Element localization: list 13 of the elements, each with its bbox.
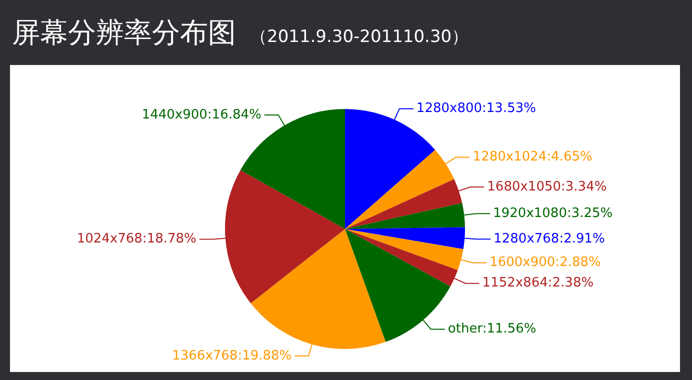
slice-label: 1280x800:13.53% bbox=[416, 101, 536, 116]
chart-title: 屏幕分辨率分布图 bbox=[12, 16, 236, 49]
slice-label: 1680x1050:3.34% bbox=[487, 179, 607, 194]
slice-label: other:11.56% bbox=[448, 322, 536, 337]
slice-label: 1280x1024:4.65% bbox=[472, 150, 592, 165]
slice-label: 1152x864:2.38% bbox=[482, 276, 594, 291]
chart-subtitle: （2011.9.30-201110.30） bbox=[250, 27, 469, 47]
slice-label: 1920x1080:3.25% bbox=[493, 206, 613, 222]
slice-label: 1280x768:2.91% bbox=[494, 232, 605, 247]
slice-label: 1440x900:16.84% bbox=[142, 107, 262, 122]
slice-label: 1024x768:18.78% bbox=[76, 232, 196, 247]
slice-label: 1600x900:2.88% bbox=[490, 255, 601, 270]
slice-label: 1366x768:19.88% bbox=[172, 348, 292, 364]
